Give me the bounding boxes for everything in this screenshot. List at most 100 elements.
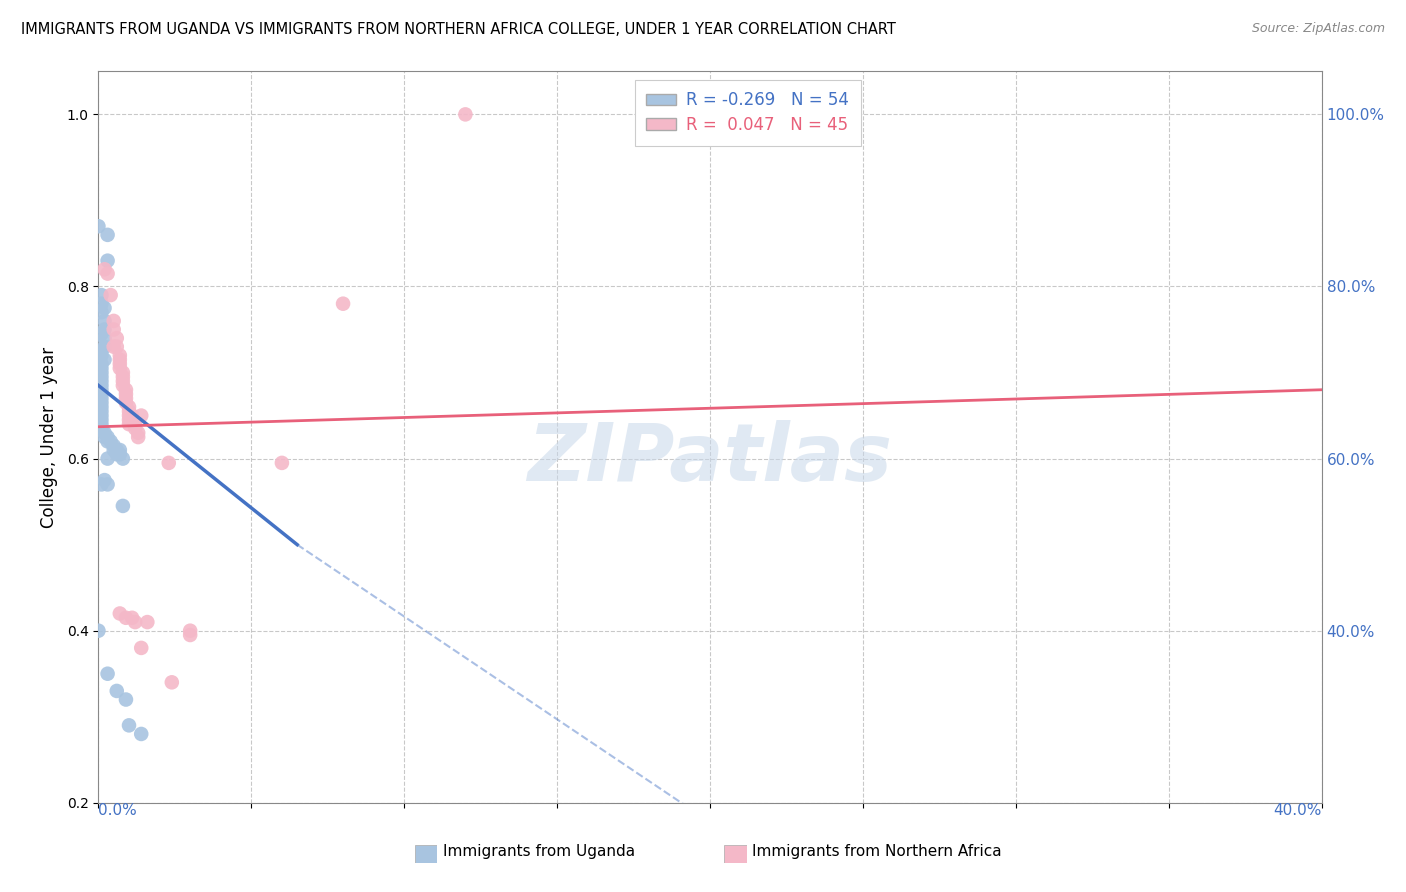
Point — [118, 718, 141, 732]
Point — [90, 374, 112, 388]
Point — [127, 430, 149, 444]
Point — [129, 409, 152, 423]
Point — [179, 624, 201, 638]
Point — [124, 615, 146, 629]
Point — [93, 473, 115, 487]
Point — [90, 395, 112, 409]
Text: 0.0%: 0.0% — [98, 803, 138, 818]
Point — [97, 666, 120, 681]
Point — [90, 387, 112, 401]
Point — [103, 314, 125, 328]
Point — [93, 314, 115, 328]
Point — [90, 357, 112, 371]
Point — [118, 404, 141, 418]
Text: 40.0%: 40.0% — [1274, 803, 1322, 818]
Point — [129, 640, 152, 655]
Text: Immigrants from Northern Africa: Immigrants from Northern Africa — [752, 845, 1002, 859]
Point — [118, 400, 141, 414]
Point — [93, 322, 115, 336]
Point — [115, 395, 138, 409]
Point — [105, 442, 128, 457]
Point — [136, 615, 159, 629]
Point — [93, 425, 115, 440]
Point — [90, 326, 112, 341]
Point — [97, 451, 120, 466]
Point — [121, 413, 143, 427]
Point — [111, 366, 134, 380]
Point — [93, 262, 115, 277]
Point — [115, 387, 138, 401]
Point — [90, 378, 112, 392]
Point — [111, 499, 134, 513]
Point — [157, 456, 180, 470]
Point — [97, 253, 120, 268]
Point — [115, 392, 138, 406]
Point — [118, 417, 141, 432]
Point — [87, 219, 110, 234]
Text: IMMIGRANTS FROM UGANDA VS IMMIGRANTS FROM NORTHERN AFRICA COLLEGE, UNDER 1 YEAR : IMMIGRANTS FROM UGANDA VS IMMIGRANTS FRO… — [21, 22, 896, 37]
Point — [121, 611, 143, 625]
Point — [93, 430, 115, 444]
Point — [90, 404, 112, 418]
Point — [103, 340, 125, 354]
Point — [454, 107, 477, 121]
Point — [115, 383, 138, 397]
Point — [90, 369, 112, 384]
Point — [93, 340, 115, 354]
Point — [90, 344, 112, 359]
Point — [90, 409, 112, 423]
Point — [115, 692, 138, 706]
Point — [90, 288, 112, 302]
Point — [118, 413, 141, 427]
Point — [124, 417, 146, 432]
Point — [97, 477, 120, 491]
Legend: R = -0.269   N = 54, R =  0.047   N = 45: R = -0.269 N = 54, R = 0.047 N = 45 — [634, 79, 860, 145]
Point — [90, 400, 112, 414]
Point — [111, 378, 134, 392]
Point — [127, 425, 149, 440]
Point — [160, 675, 183, 690]
Point — [90, 417, 112, 432]
Point — [87, 624, 110, 638]
Point — [93, 352, 115, 367]
Point — [90, 392, 112, 406]
Point — [105, 684, 128, 698]
Point — [118, 409, 141, 423]
Point — [90, 366, 112, 380]
Point — [111, 451, 134, 466]
Point — [103, 322, 125, 336]
Point — [108, 357, 131, 371]
Point — [100, 288, 122, 302]
Point — [115, 611, 138, 625]
Point — [111, 369, 134, 384]
Point — [103, 442, 125, 457]
Point — [129, 727, 152, 741]
Point — [93, 331, 115, 345]
Point — [103, 439, 125, 453]
Text: Immigrants from Uganda: Immigrants from Uganda — [443, 845, 636, 859]
Point — [332, 296, 354, 310]
Point — [90, 361, 112, 376]
Point — [93, 301, 115, 315]
Point — [90, 477, 112, 491]
Point — [108, 348, 131, 362]
Point — [97, 227, 120, 242]
Text: ZIPatlas: ZIPatlas — [527, 420, 893, 498]
Point — [97, 267, 120, 281]
Point — [105, 331, 128, 345]
Point — [90, 305, 112, 319]
Point — [111, 374, 134, 388]
Point — [90, 296, 112, 310]
Point — [179, 628, 201, 642]
Point — [97, 434, 120, 449]
Point — [108, 361, 131, 376]
Point — [90, 421, 112, 435]
Y-axis label: College, Under 1 year: College, Under 1 year — [41, 346, 59, 528]
Point — [108, 607, 131, 621]
Text: Source: ZipAtlas.com: Source: ZipAtlas.com — [1251, 22, 1385, 36]
Point — [108, 352, 131, 367]
Point — [90, 383, 112, 397]
Point — [108, 447, 131, 461]
Point — [105, 447, 128, 461]
Point — [90, 348, 112, 362]
